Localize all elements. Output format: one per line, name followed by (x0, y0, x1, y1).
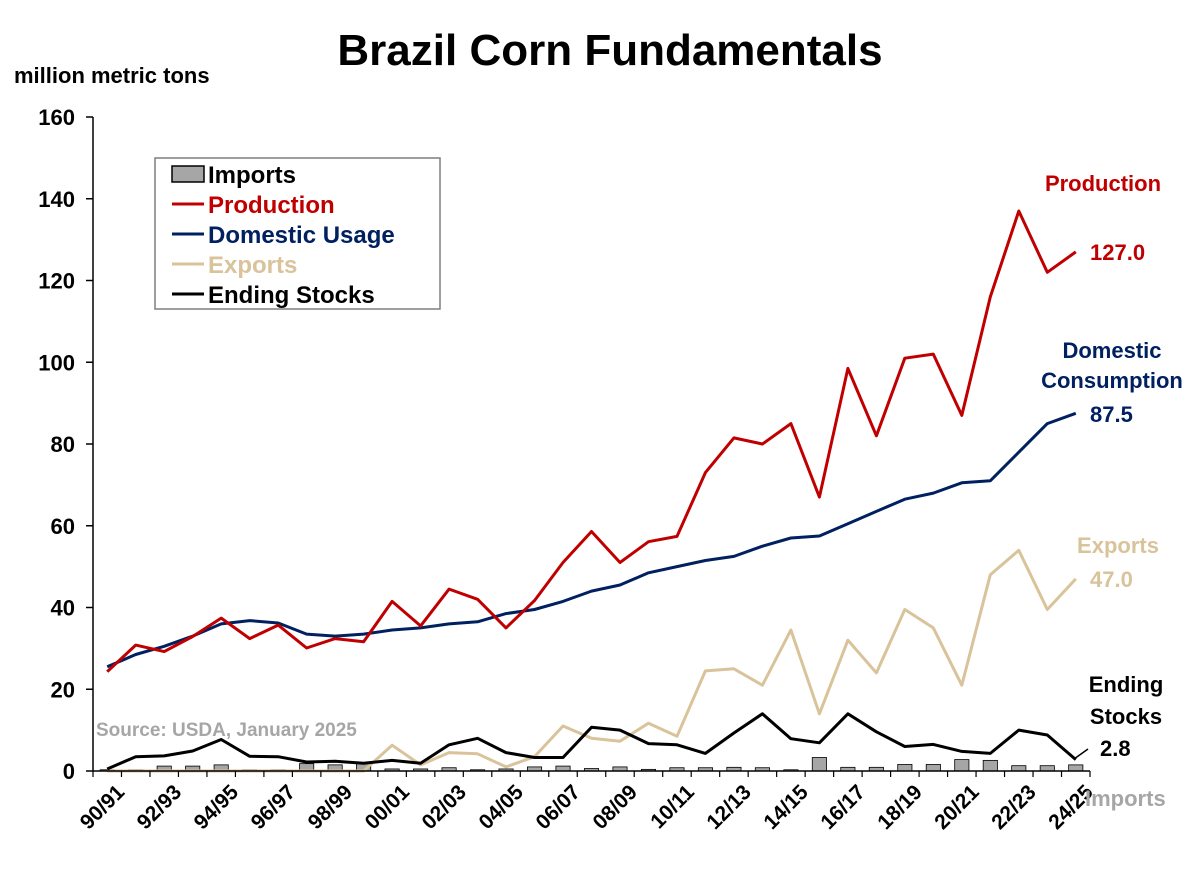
production-annotation: Production (1045, 171, 1161, 196)
x-tick-label: 96/97 (247, 781, 300, 834)
y-tick-label: 140 (38, 187, 75, 212)
y-tick-label: 60 (51, 514, 75, 539)
x-axis-ticks: 90/91 92/93 94/95 96/97 98/99 00/01 02/03 04/05… (76, 771, 1098, 834)
x-tick-label: 98/99 (304, 781, 357, 834)
imports-bar (811, 757, 827, 772)
production-value-annotation: 127.0 (1090, 240, 1145, 265)
stocks-value-annotation: 2.8 (1100, 736, 1131, 761)
imports-bar (982, 759, 998, 772)
x-tick-label: 08/09 (588, 781, 641, 834)
domestic-annotation-line2: Consumption (1041, 368, 1183, 393)
ending-stocks-line (106, 712, 1077, 771)
source-note: Source: USDA, January 2025 (96, 720, 357, 741)
axes (92, 117, 1090, 772)
legend: Imports Production Domestic Usage Export… (154, 157, 441, 310)
stocks-leader-line (1073, 748, 1089, 760)
y-tick-label: 0 (63, 759, 75, 784)
x-tick-label: 14/15 (759, 780, 813, 834)
imports-bars (99, 757, 1084, 772)
y-tick-label: 120 (38, 269, 75, 294)
x-tick-label: 10/11 (646, 780, 699, 833)
stocks-annotation-line1: Ending (1089, 672, 1164, 697)
chart-title: Brazil Corn Fundamentals (337, 26, 882, 75)
x-tick-label: 00/01 (361, 780, 415, 834)
imports-annotation: Imports (1085, 786, 1166, 811)
x-tick-label: 20/21 (930, 780, 984, 834)
x-tick-label: 06/07 (532, 781, 585, 834)
legend-exports-label: Exports (208, 252, 297, 279)
imports-bar (1068, 764, 1084, 772)
y-tick-label: 40 (51, 596, 75, 621)
exports-annotation: Exports (1077, 533, 1159, 558)
exports-value-annotation: 47.0 (1090, 567, 1133, 592)
x-tick-label: 12/13 (702, 781, 755, 834)
domestic-usage-line (106, 411, 1077, 669)
legend-production-label: Production (208, 192, 335, 219)
legend-imports-swatch (171, 165, 205, 183)
x-tick-label: 18/19 (873, 781, 926, 834)
y-tick-label: 20 (51, 677, 75, 702)
y-axis-ticks: 0 20 40 60 80 100 120 140 160 (38, 105, 93, 784)
stocks-annotation-line2: Stocks (1090, 704, 1162, 729)
y-tick-label: 160 (38, 105, 75, 130)
production-line (106, 209, 1077, 673)
imports-bar (925, 764, 941, 772)
legend-ending-stocks-label: Ending Stocks (208, 282, 375, 309)
imports-bar (1011, 765, 1027, 772)
x-tick-label: 90/91 (76, 780, 130, 834)
domestic-value-annotation: 87.5 (1090, 402, 1133, 427)
y-axis-unit-label: million metric tons (14, 63, 210, 88)
imports-bar (897, 764, 913, 772)
legend-domestic-usage-label: Domestic Usage (208, 222, 395, 249)
x-tick-label: 92/93 (133, 781, 186, 834)
x-tick-label: 94/95 (190, 780, 244, 834)
y-tick-label: 100 (38, 350, 75, 375)
y-tick-label: 80 (51, 432, 75, 457)
legend-imports-label: Imports (208, 162, 296, 189)
imports-bar (1039, 765, 1055, 772)
x-tick-label: 04/05 (475, 780, 529, 834)
domestic-annotation-line1: Domestic (1062, 338, 1161, 363)
x-tick-label: 16/17 (816, 781, 869, 834)
x-tick-label: 22/23 (987, 781, 1040, 834)
x-tick-label: 02/03 (418, 781, 471, 834)
imports-bar (954, 759, 970, 772)
